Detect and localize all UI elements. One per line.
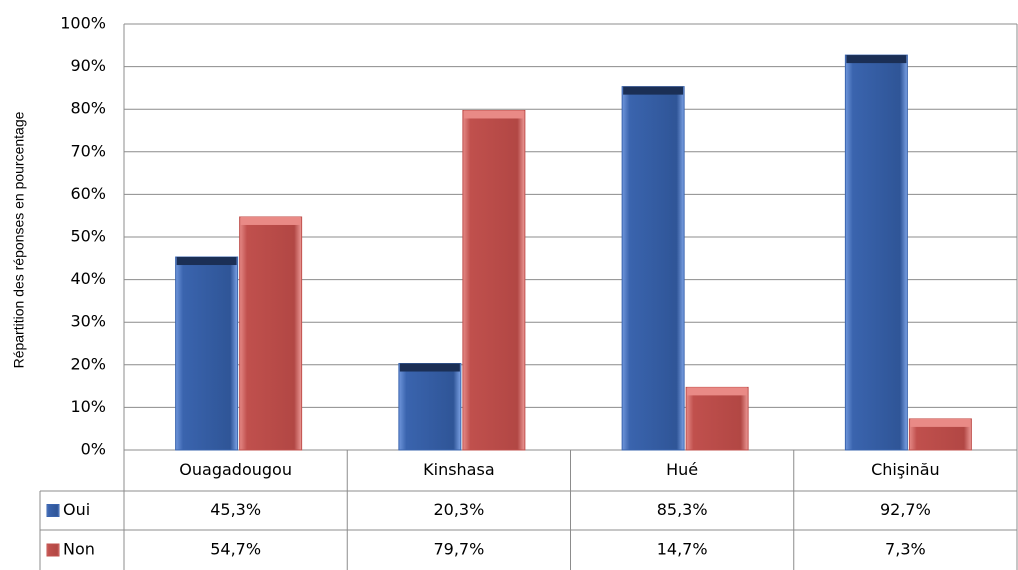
bar bbox=[398, 363, 462, 451]
y-tick-label: 90% bbox=[70, 56, 106, 75]
value-label: 92,7% bbox=[880, 500, 931, 519]
x-tick-label: Chişinău bbox=[871, 460, 940, 479]
bar bbox=[239, 216, 303, 451]
legend-key bbox=[46, 504, 60, 517]
bar bbox=[462, 109, 526, 451]
y-tick-label: 100% bbox=[60, 14, 106, 33]
value-label: 7,3% bbox=[885, 540, 926, 559]
y-tick-label: 80% bbox=[70, 99, 106, 118]
bar-top bbox=[687, 387, 748, 396]
legend-label: Non bbox=[63, 540, 95, 559]
y-tick-label: 60% bbox=[70, 184, 106, 203]
value-label: 20,3% bbox=[433, 500, 484, 519]
bar-top bbox=[176, 257, 237, 266]
bar-top bbox=[240, 216, 301, 225]
bar-top bbox=[846, 55, 907, 64]
y-tick-label: 0% bbox=[81, 440, 106, 459]
x-tick-label: Hué bbox=[666, 460, 698, 479]
value-label: 14,7% bbox=[657, 540, 708, 559]
bar-top bbox=[399, 363, 460, 372]
y-tick-label: 50% bbox=[70, 227, 106, 246]
value-label: 45,3% bbox=[210, 500, 261, 519]
y-axis-title: Répartition des réponses en pourcentage bbox=[11, 111, 27, 368]
y-tick-label: 20% bbox=[70, 354, 106, 373]
bar-top bbox=[910, 418, 971, 427]
bar-top bbox=[623, 86, 684, 95]
value-label: 54,7% bbox=[210, 540, 261, 559]
legend-key bbox=[46, 543, 60, 557]
bar-top bbox=[463, 110, 524, 119]
bar bbox=[844, 54, 908, 451]
bar bbox=[621, 86, 685, 451]
bar bbox=[175, 256, 239, 451]
y-tick-label: 10% bbox=[70, 397, 106, 416]
legend-label: Oui bbox=[63, 500, 90, 519]
value-label: 79,7% bbox=[433, 540, 484, 559]
x-tick-label: Kinshasa bbox=[423, 460, 495, 479]
x-tick-label: Ouagadougou bbox=[179, 460, 292, 479]
y-tick-label: 30% bbox=[70, 312, 106, 331]
bar bbox=[685, 386, 749, 451]
y-tick-label: 40% bbox=[70, 269, 106, 288]
y-tick-label: 70% bbox=[70, 141, 106, 160]
value-label: 85,3% bbox=[657, 500, 708, 519]
